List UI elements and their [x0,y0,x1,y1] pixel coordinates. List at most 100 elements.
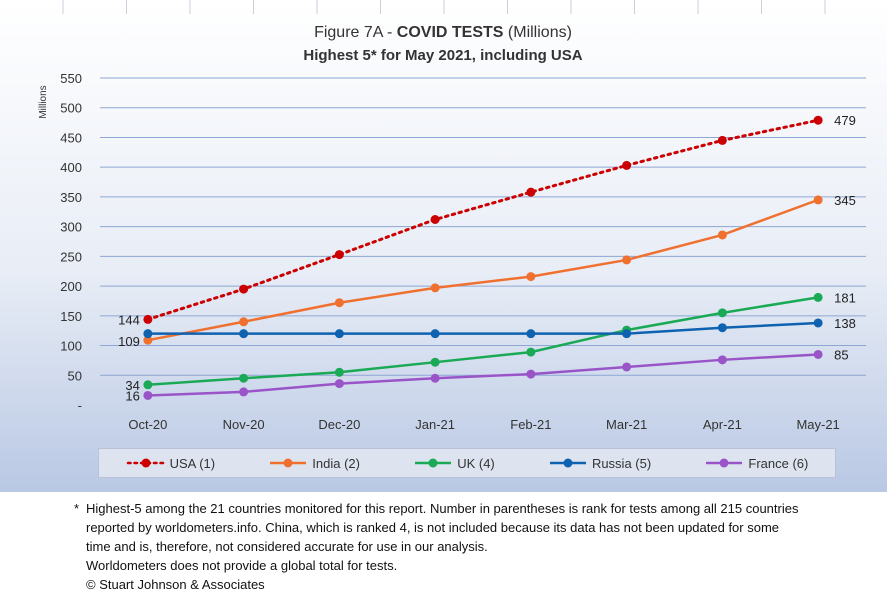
data-point [430,283,440,293]
footnote: * Highest-5 among the 21 countries monito… [74,499,874,594]
legend-swatch [415,458,452,468]
data-label: 85 [834,347,848,362]
y-axis-label: Millions [38,85,49,118]
legend: USA (1) India (2) UK (4) Russia (5) France (… [98,448,836,478]
y-tick-label: 350 [60,190,82,205]
x-tick-label: Nov-20 [223,417,265,432]
data-point [717,308,727,318]
data-point [239,329,249,339]
data-point [143,380,153,390]
legend-swatch [706,458,743,468]
data-point [430,373,440,383]
data-point [239,387,249,397]
x-tick-label: Dec-20 [318,417,360,432]
data-point [430,215,440,225]
x-tick-label: Apr-21 [703,417,742,432]
series-line [147,198,819,342]
series-line [147,296,819,387]
legend-item: Russia (5) [548,456,651,471]
data-point [622,329,632,339]
data-point [143,329,153,339]
top-tick-marks [62,0,826,14]
data-point [526,329,536,339]
footnote-star: * [74,501,80,516]
y-tick-label: 500 [60,101,82,116]
x-tick-label: Oct-20 [128,417,167,432]
data-label: 138 [834,316,856,331]
data-point [717,135,727,145]
data-label: 345 [834,193,856,208]
data-labels: 144 479 109 345 34 181 138 16 85 [118,113,856,403]
y-tick-label: 100 [60,339,82,354]
data-point [143,314,153,324]
data-point [239,317,249,327]
data-point [334,379,344,389]
x-tick-label: Jan-21 [415,417,455,432]
chart-background [0,0,887,492]
data-point [717,355,727,365]
x-tick-label: May-21 [796,417,839,432]
data-point [717,323,727,333]
x-tick-label: Mar-21 [606,417,647,432]
data-point [717,230,727,240]
data-point [334,329,344,339]
data-point [239,284,249,294]
chart-title: Figure 7A - COVID TESTS (Millions) [314,24,572,41]
y-tick-label: - [78,398,82,413]
data-point [813,115,823,125]
series-line [147,353,819,397]
data-point [813,195,823,205]
data-point [813,292,823,302]
chart-frame: Figure 7A - COVID TESTS (Millions) Highe… [0,0,887,492]
legend-swatch [270,458,307,468]
y-tick-label: 300 [60,220,82,235]
legend-item: India (2) [268,456,360,471]
data-point [622,255,632,265]
data-point [334,250,344,260]
data-point [143,335,153,345]
series-lines [143,115,823,400]
footnote-line-5: © Stuart Johnson & Associates [86,577,265,592]
data-label: 181 [834,290,856,305]
legend-item: UK (4) [413,456,495,471]
series-line [147,321,819,335]
y-tick-label: 150 [60,309,82,324]
y-tick-label: 50 [68,368,82,383]
footnote-line-2: reported by worldometers.info. China, wh… [86,520,780,535]
data-point [334,367,344,377]
y-tick-label: 450 [60,130,82,145]
data-point [143,390,153,400]
legend-item: France (6) [704,456,808,471]
legend-label: France (6) [748,455,809,471]
legend-label: Russia (5) [591,455,652,471]
data-point [239,373,249,383]
legend-item: USA (1) [126,456,215,471]
legend-label: UK (4) [457,455,495,471]
data-point [334,298,344,308]
data-label: 109 [118,334,140,349]
data-label: 34 [125,378,139,393]
y-axis: - 50 100 150 200 250 300 350 400 450 500 550 [60,71,82,413]
data-point [526,187,536,197]
data-point [622,362,632,372]
legend-swatch [126,458,165,468]
chart-subtitle: Highest 5* for May 2021, including USA [303,47,582,64]
footnote-line-4: Worldometers does not provide a global t… [86,558,398,573]
data-label: 16 [125,388,139,403]
data-label: 144 [118,312,140,327]
series-line [146,118,820,321]
data-point [526,369,536,379]
y-tick-label: 550 [60,71,82,86]
legend-label: India (2) [312,455,360,471]
data-point [526,272,536,282]
y-tick-label: 250 [60,249,82,264]
y-tick-label: 400 [60,160,82,175]
legend-swatch [549,458,586,468]
data-point [622,160,632,170]
data-point [526,347,536,357]
footnote-line-3: time and is, therefore, not considered a… [86,539,488,554]
data-point [430,329,440,339]
y-tick-label: 200 [60,279,82,294]
data-point [430,357,440,367]
data-point [813,318,823,328]
